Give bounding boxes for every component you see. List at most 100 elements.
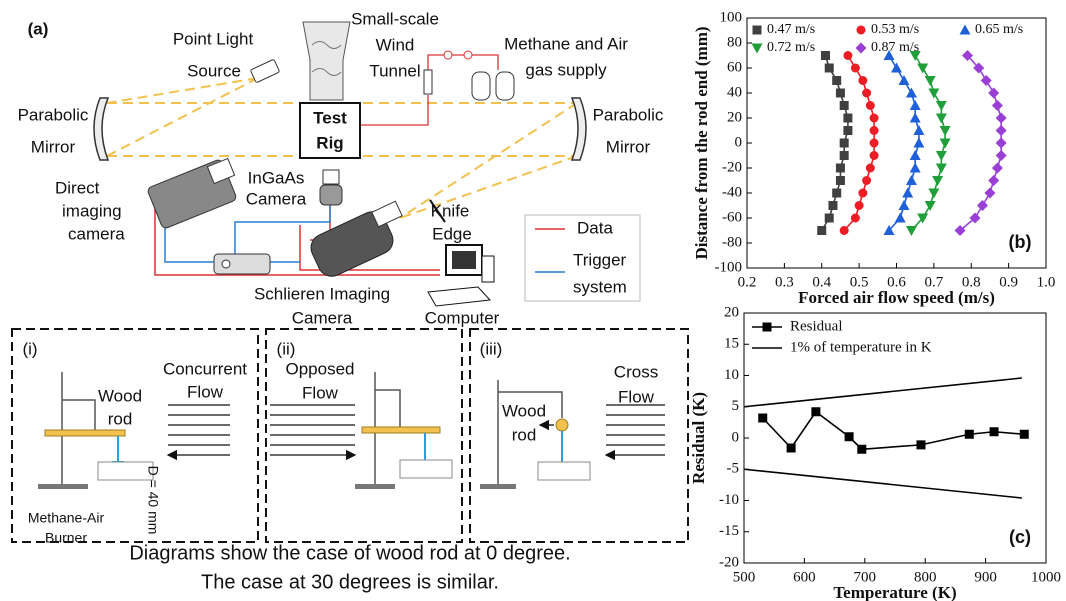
marker (906, 175, 917, 185)
marker (870, 151, 879, 160)
y-tick-label: 100 (720, 9, 743, 25)
marker (870, 114, 879, 123)
series-line (763, 412, 1025, 450)
label: Source (187, 61, 241, 80)
marker (857, 26, 866, 35)
marker (981, 75, 992, 86)
label: Flow (302, 383, 339, 402)
flow-arrows (606, 405, 665, 455)
legend-label: 0.72 m/s (767, 40, 815, 55)
y-tick-label: -20 (722, 159, 742, 175)
flame (112, 436, 124, 462)
marker (840, 226, 849, 235)
marker (932, 176, 943, 186)
marker (936, 114, 947, 124)
marker (787, 444, 796, 453)
wood-rod (362, 427, 440, 433)
y-tick-label: -80 (722, 234, 742, 250)
camera-lens (372, 201, 402, 226)
flowmeter (424, 70, 432, 94)
y-tick-label: 20 (727, 109, 742, 125)
label: imaging (62, 201, 122, 220)
y-tick-label: -15 (719, 523, 739, 539)
marker (936, 151, 947, 161)
marker (825, 64, 834, 73)
marker (843, 126, 852, 135)
legend-label: Data (577, 218, 613, 237)
marker (996, 138, 1007, 149)
marker (902, 188, 913, 198)
marker (763, 323, 772, 332)
marker (898, 75, 909, 85)
marker (851, 64, 860, 73)
marker (916, 440, 925, 449)
y-tick-label: 5 (732, 398, 740, 414)
marker (753, 26, 762, 35)
marker (858, 76, 867, 85)
x-tick-label: 0.9 (999, 274, 1018, 290)
label: rod (108, 409, 133, 428)
series-line (744, 469, 1022, 498)
label: Burner (45, 530, 87, 546)
y-axis-label: Residual (K) (689, 392, 708, 484)
marker (857, 445, 866, 454)
marker (906, 88, 917, 98)
mirror-left (94, 98, 108, 160)
marker (840, 101, 849, 110)
marker (870, 139, 879, 148)
label: Wood (502, 401, 546, 420)
marker (758, 414, 767, 423)
marker (910, 100, 921, 110)
label: Computer (425, 308, 500, 327)
legend-label: Residual (790, 318, 843, 334)
marker (910, 113, 921, 123)
x-tick-label: 0.2 (738, 274, 757, 290)
series-line (744, 378, 1022, 407)
label: Methane-Air (28, 510, 105, 526)
marker (996, 113, 1007, 124)
y-tick-label: 0 (732, 429, 740, 445)
marker (992, 163, 1003, 174)
x-axis-label: Forced air flow speed (m/s) (798, 288, 995, 307)
label: Parabolic (593, 105, 664, 124)
wood-rod (45, 430, 125, 436)
y-tick-label: 10 (724, 367, 739, 383)
label: Wind (376, 35, 415, 54)
marker (752, 44, 763, 54)
y-tick-label: 15 (724, 336, 739, 352)
label: D = 40 mm (145, 466, 161, 535)
marker (840, 151, 849, 160)
label: Edge (432, 224, 472, 243)
caption: Diagrams show the case of wood rod at 0 … (129, 542, 570, 564)
label: Camera (292, 308, 353, 327)
marker (840, 139, 849, 148)
marker (988, 88, 999, 99)
flow-arrows (270, 405, 355, 455)
case-panels: (i) Concurrent Flow Wood rod Methane-Air… (12, 329, 688, 593)
marker (992, 100, 1003, 111)
marker (828, 201, 837, 210)
y-tick-label: 80 (727, 34, 742, 50)
marker (866, 164, 875, 173)
marker (917, 64, 928, 74)
legend-label: system (573, 277, 627, 296)
case-label: (i) (22, 339, 37, 358)
y-tick-label: -10 (719, 492, 739, 508)
valve (444, 51, 452, 59)
marker (832, 189, 841, 198)
figure: (a) Point Light Source Small-scale Wind … (0, 0, 1066, 601)
ingaas-camera (320, 185, 342, 205)
marker (940, 126, 951, 136)
label: Tunnel (369, 61, 420, 80)
marker (856, 43, 867, 54)
gas-cylinder (496, 72, 514, 100)
y-tick-label: -5 (727, 461, 740, 477)
y-tick-label: 60 (727, 59, 742, 75)
marker (925, 76, 936, 86)
x-tick-label: 600 (793, 569, 816, 585)
label: Wood (98, 386, 142, 405)
marker (910, 163, 921, 173)
marker (862, 176, 871, 185)
y-tick-label: 0 (735, 134, 743, 150)
label: InGaAs (248, 168, 305, 187)
